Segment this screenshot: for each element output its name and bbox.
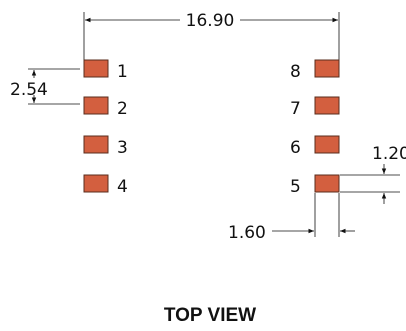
overall-width-dimension: 16.90 [83,11,340,60]
pin-label-2: 2 [117,99,128,119]
pad-7 [314,96,340,115]
pin-label-8: 8 [290,62,301,82]
pad-height-label: 1.20 [372,144,406,164]
overall-width-label: 16.90 [186,11,235,31]
pad-2 [83,96,109,115]
left-pad-column: 1 2 3 4 [83,59,128,197]
pin-label-1: 1 [117,62,128,82]
pin-label-3: 3 [117,138,128,158]
pin-label-6: 6 [290,138,301,158]
pitch-label: 2.54 [10,80,48,100]
pad-5 [314,174,340,193]
pad-width-label: 1.60 [228,223,266,243]
pad-8 [314,59,340,78]
pad-height-dimension: 1.20 [340,144,406,204]
pad-1 [83,59,109,78]
pin-label-5: 5 [290,177,301,197]
pad-3 [83,135,109,154]
pad-4 [83,174,109,193]
pad-width-dimension: 1.60 [228,193,355,243]
pad-6 [314,135,340,154]
pitch-dimension: 2.54 [10,68,80,105]
pin-label-7: 7 [290,99,301,119]
pin-label-4: 4 [117,177,128,197]
right-pad-column: 8 7 6 5 [290,59,340,197]
view-title: TOP VIEW [164,305,256,326]
